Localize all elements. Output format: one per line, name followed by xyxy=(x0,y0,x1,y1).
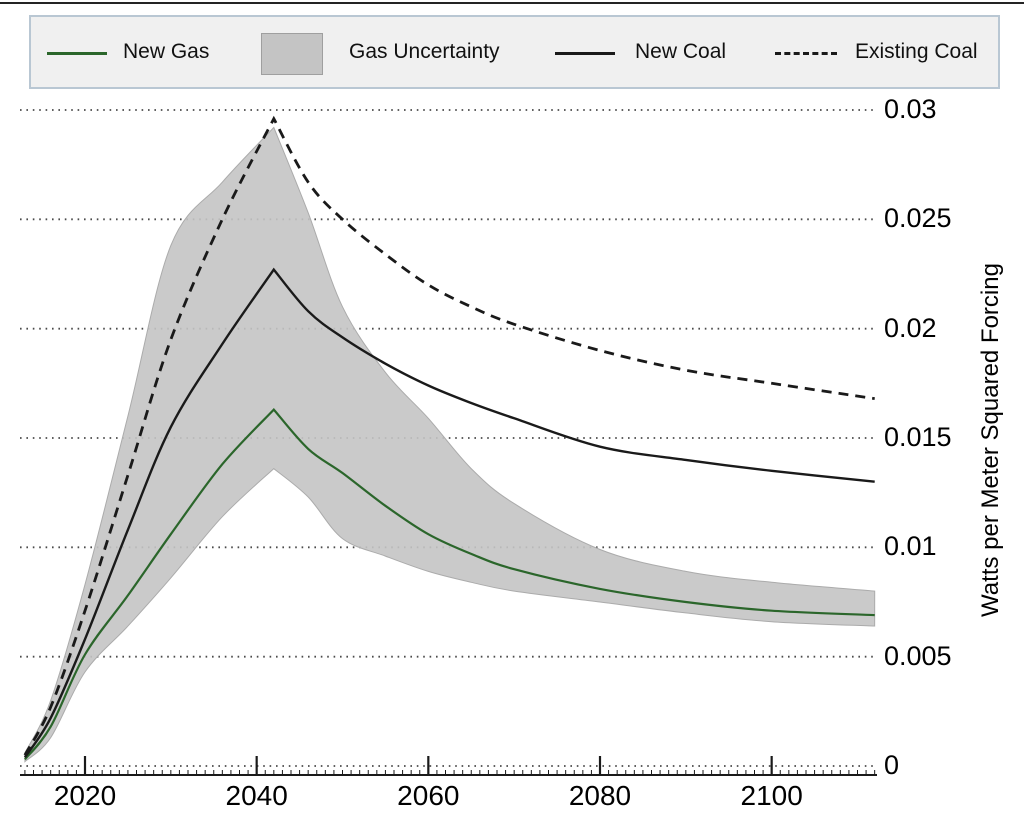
x-tick-label: 2020 xyxy=(53,780,117,811)
new-coal-line-swatch-icon xyxy=(555,52,615,55)
gas-uncertainty-box-swatch-icon xyxy=(261,33,323,75)
legend-label-existing-coal: Existing Coal xyxy=(855,40,978,63)
existing-coal-dashed-swatch-icon xyxy=(775,52,837,55)
top-border-rule xyxy=(0,2,1024,4)
legend-label-gas-uncertainty: Gas Uncertainty xyxy=(349,40,500,63)
y-tick-label: 0.015 xyxy=(884,421,952,452)
series-line-existing-coal xyxy=(23,115,875,756)
new-gas-line-swatch-icon xyxy=(47,52,107,55)
series-line-new-gas xyxy=(24,407,875,761)
x-tick-label: 2080 xyxy=(568,780,632,811)
y-tick-label: 0.025 xyxy=(884,203,952,234)
legend-label-new-coal: New Coal xyxy=(635,40,727,63)
gas-uncertainty-band xyxy=(24,126,876,763)
x-tick-label: 2040 xyxy=(225,780,288,811)
x-tick-label: 2100 xyxy=(740,780,803,811)
legend: New Gas Gas Uncertainty New Coal Existin… xyxy=(29,15,1000,89)
series-line-new-coal xyxy=(23,267,875,758)
x-tick-label: 2060 xyxy=(397,780,460,811)
y-tick-label: 0 xyxy=(884,749,900,780)
y-tick-label: 0.03 xyxy=(884,93,937,124)
y-tick-label: 0.01 xyxy=(884,531,937,562)
legend-label-new-gas: New Gas xyxy=(123,40,210,63)
y-tick-label: 0.02 xyxy=(884,312,937,343)
y-tick-label: 0.005 xyxy=(884,640,952,671)
y-axis-title: Watts per Meter Squared Forcing xyxy=(977,263,1004,617)
